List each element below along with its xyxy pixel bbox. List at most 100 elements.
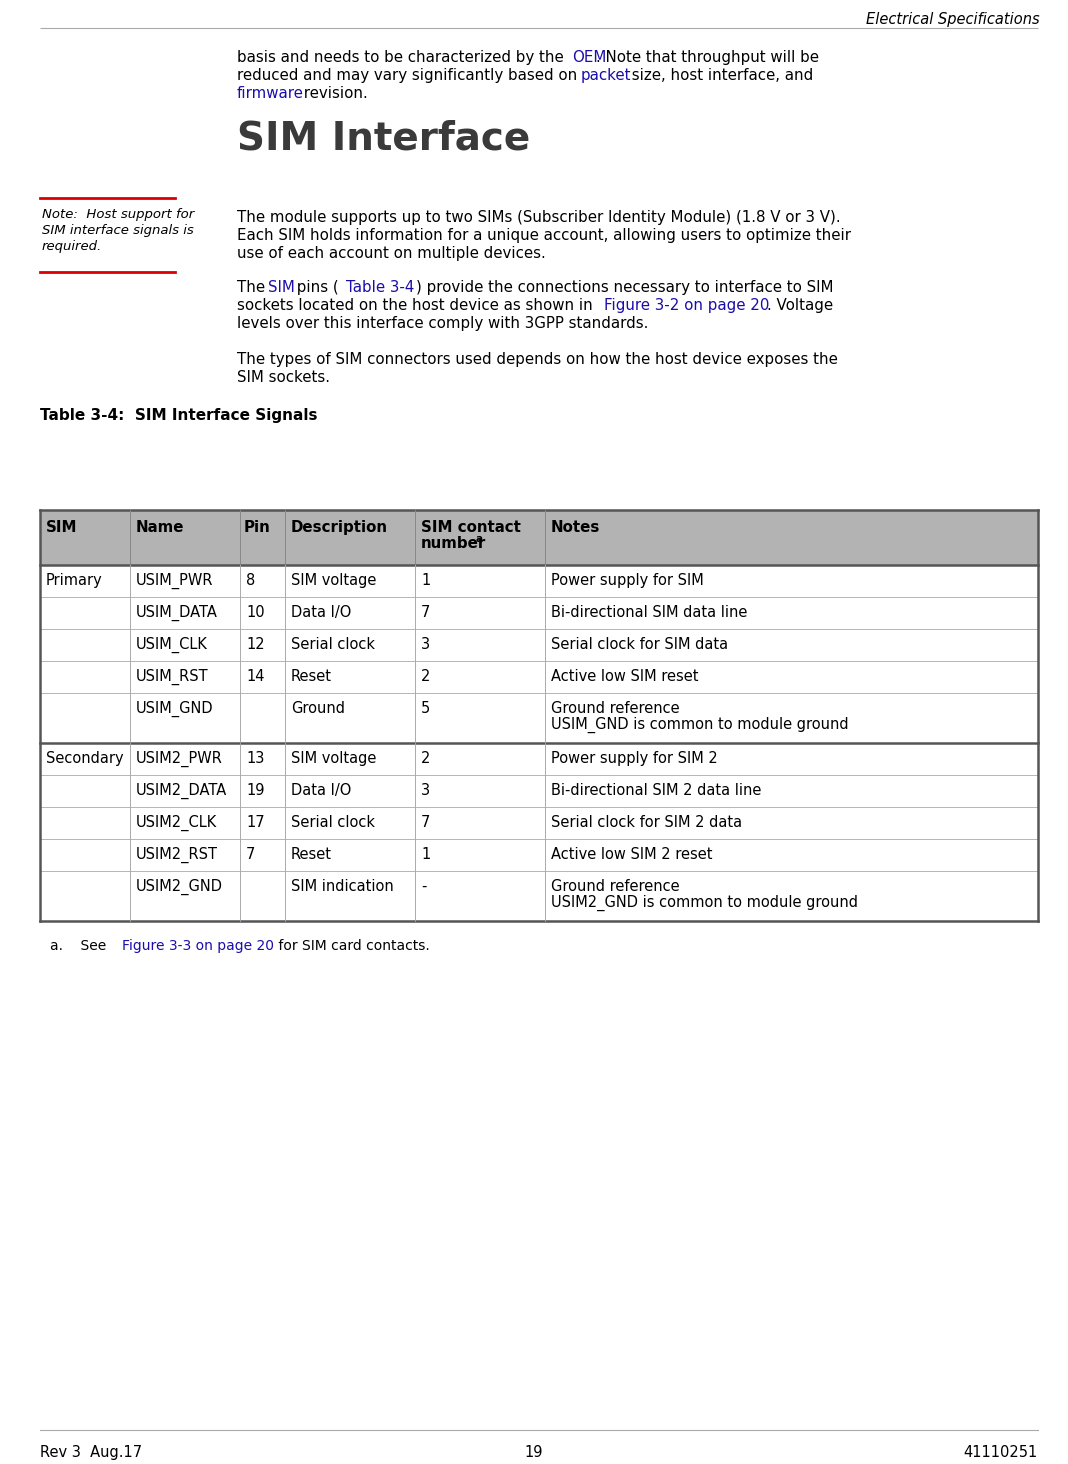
Text: sockets located on the host device as shown in: sockets located on the host device as sh…	[237, 299, 597, 313]
Text: Pin: Pin	[244, 520, 271, 534]
Text: SIM voltage: SIM voltage	[290, 572, 376, 589]
Text: 19: 19	[524, 1445, 544, 1460]
Text: Figure 3-2 on page 20: Figure 3-2 on page 20	[603, 299, 769, 313]
Text: USIM_CLK: USIM_CLK	[136, 637, 208, 653]
Bar	[40, 744, 1038, 774]
Text: Ground reference: Ground reference	[551, 701, 679, 716]
Bar	[40, 692, 1038, 744]
Text: Electrical Specifications: Electrical Specifications	[866, 12, 1040, 26]
Text: for SIM card contacts.: for SIM card contacts.	[273, 938, 429, 953]
Text: The module supports up to two SIMs (Subscriber Identity Module) (1.8 V or 3 V).: The module supports up to two SIMs (Subs…	[237, 209, 841, 225]
Text: SIM indication: SIM indication	[290, 878, 394, 895]
Text: USIM_DATA: USIM_DATA	[136, 605, 218, 621]
Bar	[40, 807, 1038, 839]
Text: 2: 2	[421, 751, 430, 766]
Text: Power supply for SIM: Power supply for SIM	[551, 572, 704, 589]
Text: Description: Description	[290, 520, 388, 534]
Text: use of each account on multiple devices.: use of each account on multiple devices.	[237, 246, 546, 261]
Bar	[40, 839, 1038, 871]
Text: levels over this interface comply with 3GPP standards.: levels over this interface comply with 3…	[237, 316, 648, 331]
Text: 2: 2	[421, 669, 430, 684]
Bar	[40, 509, 1038, 565]
Text: USIM2_DATA: USIM2_DATA	[136, 783, 227, 799]
Text: SIM interface signals is: SIM interface signals is	[42, 224, 193, 237]
Text: size, host interface, and: size, host interface, and	[627, 67, 813, 83]
Text: SIM Interface: SIM Interface	[237, 120, 530, 158]
Text: ) provide the connections necessary to interface to SIM: ) provide the connections necessary to i…	[417, 280, 834, 296]
Text: USIM_PWR: USIM_PWR	[136, 572, 214, 589]
Text: Secondary: Secondary	[46, 751, 124, 766]
Bar	[40, 774, 1038, 807]
Text: required.: required.	[42, 240, 103, 253]
Text: USIM2_RST: USIM2_RST	[136, 848, 218, 864]
Bar	[40, 565, 1038, 597]
Text: USIM_RST: USIM_RST	[136, 669, 208, 685]
Text: SIM: SIM	[46, 520, 78, 534]
Text: OEM: OEM	[572, 50, 607, 64]
Text: USIM2_GND: USIM2_GND	[136, 878, 223, 895]
Text: USIM2_PWR: USIM2_PWR	[136, 751, 223, 767]
Text: reduced and may vary significantly based on: reduced and may vary significantly based…	[237, 67, 582, 83]
Text: 7: 7	[421, 815, 430, 830]
Text: -: -	[421, 878, 426, 895]
Text: a.    See: a. See	[50, 938, 111, 953]
Text: revision.: revision.	[299, 86, 368, 101]
Text: Reset: Reset	[290, 669, 332, 684]
Text: SIM contact: SIM contact	[421, 520, 521, 534]
Text: 12: 12	[246, 637, 265, 651]
Text: firmware: firmware	[237, 86, 304, 101]
Text: Each SIM holds information for a unique account, allowing users to optimize thei: Each SIM holds information for a unique …	[237, 228, 851, 243]
Bar	[40, 597, 1038, 630]
Text: Figure 3-3 on page 20: Figure 3-3 on page 20	[122, 938, 274, 953]
Text: Serial clock: Serial clock	[290, 815, 375, 830]
Text: 3: 3	[421, 783, 430, 798]
Text: SIM: SIM	[268, 280, 295, 296]
Text: Primary: Primary	[46, 572, 103, 589]
Text: SIM voltage: SIM voltage	[290, 751, 376, 766]
Text: Ground reference: Ground reference	[551, 878, 679, 895]
Text: Note:  Host support for: Note: Host support for	[42, 208, 194, 221]
Text: USIM_GND: USIM_GND	[136, 701, 214, 717]
Text: 10: 10	[246, 605, 265, 619]
Text: number: number	[421, 536, 486, 550]
Text: Serial clock: Serial clock	[290, 637, 375, 651]
Text: Rev 3  Aug.17: Rev 3 Aug.17	[40, 1445, 142, 1460]
Text: 7: 7	[421, 605, 430, 619]
Text: 8: 8	[246, 572, 255, 589]
Text: 5: 5	[421, 701, 430, 716]
Text: Data I/O: Data I/O	[290, 783, 351, 798]
Text: . Note that throughput will be: . Note that throughput will be	[596, 50, 819, 64]
Text: 1: 1	[421, 848, 430, 862]
Text: Serial clock for SIM data: Serial clock for SIM data	[551, 637, 728, 651]
Text: USIM_GND is common to module ground: USIM_GND is common to module ground	[551, 717, 849, 733]
Text: Ground: Ground	[290, 701, 345, 716]
Text: pins (: pins (	[292, 280, 339, 296]
Text: Notes: Notes	[551, 520, 600, 534]
Text: 17: 17	[246, 815, 265, 830]
Text: Name: Name	[136, 520, 185, 534]
Text: Bi-directional SIM 2 data line: Bi-directional SIM 2 data line	[551, 783, 761, 798]
Text: USIM2_CLK: USIM2_CLK	[136, 815, 217, 832]
Text: 14: 14	[246, 669, 265, 684]
Text: packet: packet	[580, 67, 631, 83]
Text: USIM2_GND is common to module ground: USIM2_GND is common to module ground	[551, 895, 858, 911]
Text: Power supply for SIM 2: Power supply for SIM 2	[551, 751, 718, 766]
Bar	[40, 630, 1038, 662]
Bar	[40, 662, 1038, 692]
Text: 41110251: 41110251	[963, 1445, 1038, 1460]
Text: basis and needs to be characterized by the: basis and needs to be characterized by t…	[237, 50, 568, 64]
Text: a: a	[476, 534, 483, 545]
Text: 3: 3	[421, 637, 430, 651]
Text: 1: 1	[421, 572, 430, 589]
Text: . Voltage: . Voltage	[768, 299, 833, 313]
Text: Table 3-4: Table 3-4	[346, 280, 414, 296]
Text: Active low SIM 2 reset: Active low SIM 2 reset	[551, 848, 712, 862]
Text: The: The	[237, 280, 270, 296]
Bar	[40, 871, 1038, 921]
Text: Table 3-4:  SIM Interface Signals: Table 3-4: SIM Interface Signals	[40, 408, 317, 423]
Text: 7: 7	[246, 848, 255, 862]
Text: 19: 19	[246, 783, 265, 798]
Text: Reset: Reset	[290, 848, 332, 862]
Text: Serial clock for SIM 2 data: Serial clock for SIM 2 data	[551, 815, 742, 830]
Text: Active low SIM reset: Active low SIM reset	[551, 669, 698, 684]
